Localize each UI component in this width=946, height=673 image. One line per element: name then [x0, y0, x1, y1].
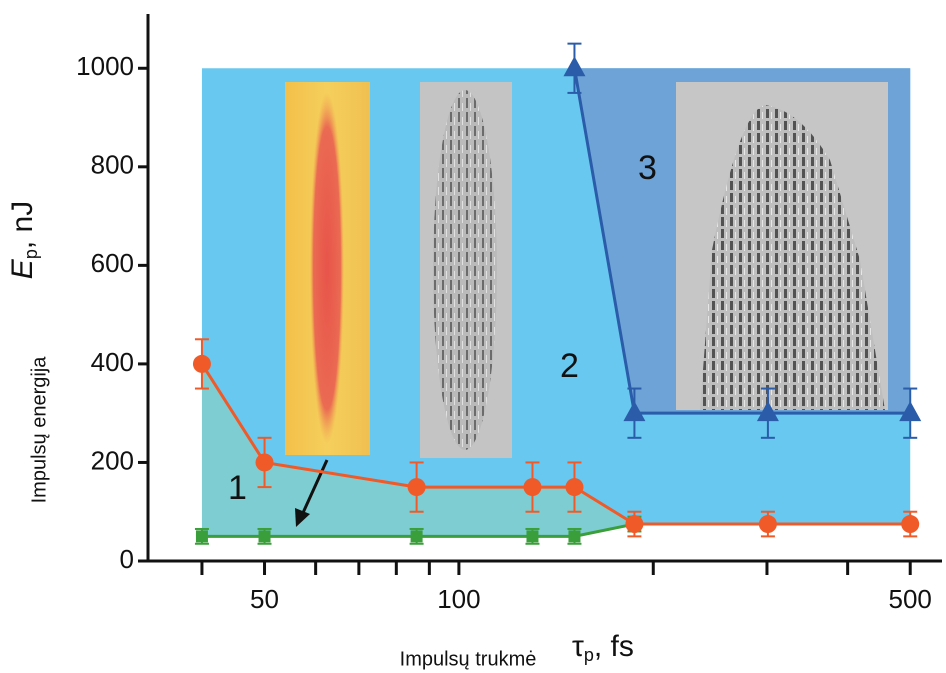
marker — [623, 401, 646, 422]
series-line — [200, 363, 911, 526]
y-tick-label: 400 — [91, 347, 134, 377]
y-label-unit: , nJ — [6, 201, 39, 249]
marker — [195, 530, 208, 543]
micrographs — [285, 82, 888, 458]
marker — [526, 530, 539, 543]
marker — [758, 515, 777, 534]
y-axis-label: Ep, nJ — [6, 201, 41, 279]
y-tick-label: 1000 — [76, 51, 134, 81]
marker — [565, 478, 584, 497]
micrograph-streak — [310, 92, 344, 444]
arrow — [300, 459, 329, 516]
y-tick-label: 0 — [120, 544, 134, 574]
marker — [568, 530, 581, 543]
marker — [407, 478, 426, 497]
series-line — [201, 522, 635, 538]
region-label: 1 — [228, 469, 247, 507]
x-label-sub: p — [584, 645, 594, 665]
y-label-sub: p — [21, 249, 41, 259]
marker — [625, 515, 644, 534]
series-line — [572, 68, 911, 415]
region-label: 2 — [560, 347, 579, 385]
y-tick-label: 800 — [91, 150, 134, 180]
marker — [563, 56, 586, 77]
x-label-symbol: τ — [572, 630, 584, 663]
x-tick-label: 100 — [437, 584, 480, 614]
marker — [756, 401, 779, 422]
marker — [258, 530, 271, 543]
x-label-unit: , fs — [594, 630, 634, 663]
marker — [410, 530, 423, 543]
marker — [899, 401, 922, 422]
x-tick-label: 50 — [250, 584, 279, 614]
region-label: 3 — [638, 149, 657, 187]
micrograph-texture — [700, 105, 885, 410]
marker — [523, 478, 542, 497]
micrograph-texture — [433, 90, 497, 450]
x-axis-label-2: τp, fs — [572, 630, 634, 665]
x-axis-label: Impulsų trukmė — [400, 648, 537, 670]
marker — [255, 453, 274, 472]
marker — [901, 515, 920, 534]
y-tick-label: 200 — [91, 445, 134, 475]
marker — [192, 354, 211, 373]
y-label-symbol: E — [6, 258, 39, 279]
arrow-head — [295, 508, 310, 527]
y-tick-label: 600 — [91, 248, 134, 278]
y-axis-label-2: Impulsų energija — [28, 356, 50, 504]
x-tick-label: 500 — [889, 584, 932, 614]
